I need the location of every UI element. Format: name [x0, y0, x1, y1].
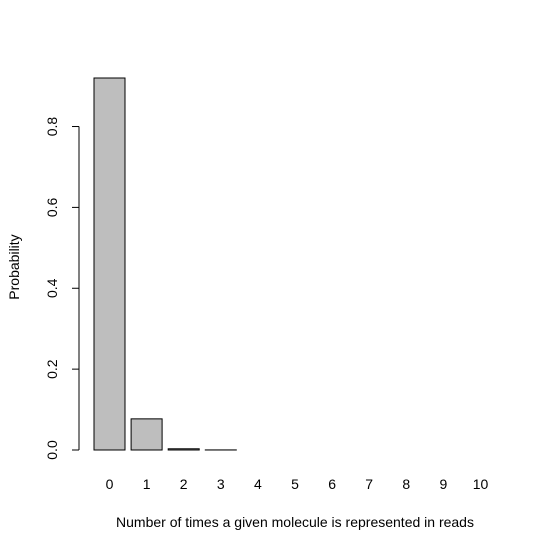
y-axis-label: Probability [6, 234, 22, 299]
y-tick-label: 0.0 [44, 440, 60, 460]
y-tick-label: 0.4 [44, 278, 60, 298]
x-tick-label: 9 [440, 476, 448, 492]
x-axis-label: Number of times a given molecule is repr… [116, 514, 474, 530]
x-tick-labels: 0 1 2 3 4 5 6 7 8 9 10 [106, 476, 489, 492]
y-tick-label: 0.2 [44, 359, 60, 379]
x-tick-label: 6 [328, 476, 336, 492]
bar-2 [167, 448, 200, 451]
x-tick-label: 0 [106, 476, 114, 492]
x-tick-label: 1 [143, 476, 151, 492]
bar-0 [93, 77, 126, 451]
bars-group [93, 77, 237, 451]
x-tick-label: 3 [217, 476, 225, 492]
y-tick-label: 0.8 [44, 117, 60, 137]
x-tick-label: 10 [473, 476, 489, 492]
x-tick-label: 2 [180, 476, 188, 492]
x-tick-label: 8 [402, 476, 410, 492]
bar-1 [130, 418, 163, 451]
x-tick-label: 4 [254, 476, 262, 492]
x-tick-label: 5 [291, 476, 299, 492]
y-axis: 0.0 0.2 0.4 0.6 0.8 [44, 117, 80, 460]
x-tick-label: 7 [365, 476, 373, 492]
y-tick-label: 0.6 [44, 197, 60, 217]
